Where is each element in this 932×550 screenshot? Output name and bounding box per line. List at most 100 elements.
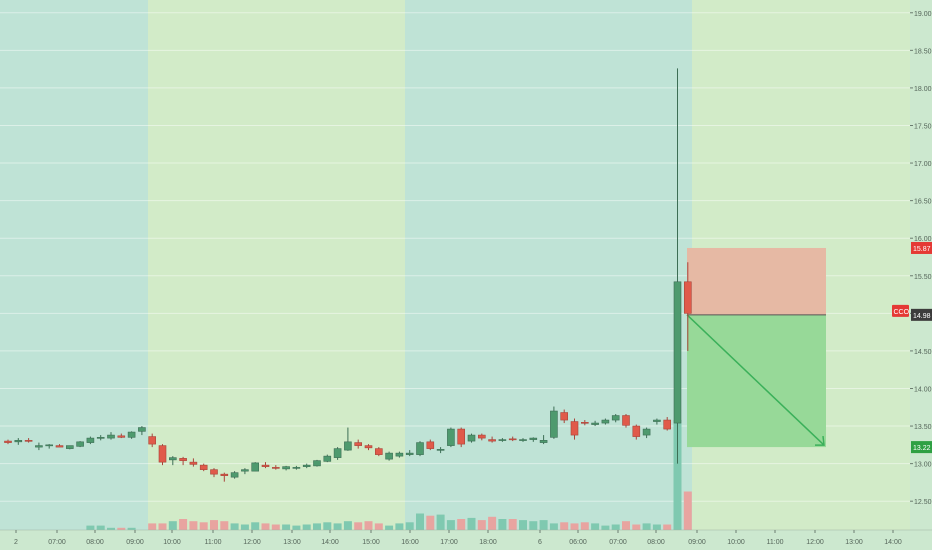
- candle: [323, 454, 332, 463]
- x-tick-label: 6: [538, 539, 542, 546]
- volume-bar: [189, 521, 198, 530]
- y-tick-label: 17.00: [914, 161, 932, 168]
- volume-bar: [127, 527, 136, 530]
- volume-bar: [385, 525, 394, 530]
- candle-body: [374, 448, 383, 455]
- candle-body: [313, 460, 321, 467]
- candle-body: [642, 428, 651, 436]
- candle-body: [148, 436, 156, 445]
- volume-bar: [168, 521, 177, 530]
- volume-bar: [488, 516, 497, 530]
- candle-body: [488, 439, 496, 442]
- candle: [519, 438, 527, 442]
- candle-body: [179, 458, 187, 461]
- target-price-label-bg: [911, 441, 932, 454]
- short-position-tool[interactable]: [686, 247, 826, 448]
- candlesticks: [4, 68, 692, 482]
- y-tick-label: 12.50: [914, 499, 932, 506]
- volume-bar: [271, 524, 280, 530]
- candle-body: [45, 444, 54, 447]
- candle: [364, 444, 373, 451]
- candle-body: [189, 461, 198, 465]
- volume-bar: [117, 527, 126, 530]
- volume-bar: [477, 520, 486, 530]
- arrow-head: [815, 436, 825, 446]
- x-tick-label: 13:00: [283, 539, 301, 546]
- price-axis[interactable]: 12.5013.0013.5014.0014.5015.0015.5016.00…: [892, 0, 932, 550]
- candle: [158, 444, 167, 466]
- candle-body: [169, 457, 177, 461]
- candle: [642, 427, 651, 439]
- candle: [117, 433, 126, 439]
- volume-bar: [313, 523, 321, 530]
- volume-bar: [210, 520, 218, 530]
- volume-bar: [374, 523, 383, 530]
- candle-body: [519, 439, 527, 441]
- volume-bar: [220, 521, 229, 530]
- candle: [447, 427, 455, 448]
- symbol-badge-label: CCO: [894, 309, 910, 316]
- candle: [24, 438, 33, 443]
- x-tick-label: 10:00: [727, 539, 745, 546]
- candle: [354, 439, 363, 449]
- candle-body: [632, 425, 641, 437]
- candle: [539, 435, 548, 445]
- x-tick-label: 08:00: [647, 539, 665, 546]
- candle: [230, 471, 239, 479]
- volume-bar: [426, 515, 435, 530]
- symbol-badge[interactable]: [892, 304, 909, 317]
- candle-body: [127, 431, 136, 438]
- candle-body: [364, 445, 373, 449]
- stop-loss-zone[interactable]: [687, 247, 826, 315]
- volume-bar: [282, 524, 291, 530]
- x-tick-label: 07:00: [609, 539, 627, 546]
- candle-body: [539, 440, 548, 443]
- x-tick-label: 10:00: [163, 539, 181, 546]
- x-tick-label: 09:00: [688, 539, 706, 546]
- candle-body: [436, 449, 445, 451]
- volume-bar: [673, 420, 682, 530]
- candle: [550, 406, 558, 439]
- volume-bar: [622, 521, 630, 530]
- candle-body: [663, 419, 672, 430]
- candle: [632, 424, 641, 440]
- candle-body: [395, 452, 404, 457]
- candle: [210, 468, 218, 478]
- target-price-label: 13.22: [913, 445, 931, 452]
- candle-body: [96, 437, 105, 439]
- candle: [591, 420, 599, 427]
- volume-bar: [107, 527, 115, 530]
- candle: [457, 427, 466, 448]
- volume-bar: [652, 524, 661, 530]
- candle-body: [210, 469, 218, 475]
- candle-body: [66, 445, 74, 449]
- stop-price-label: 15.87: [913, 246, 931, 253]
- x-tick-label: 2: [14, 539, 18, 546]
- volume-bar: [292, 525, 301, 530]
- candle: [508, 436, 517, 442]
- candle: [313, 459, 321, 467]
- time-axis-background: [0, 530, 932, 550]
- x-tick-label: 12:00: [806, 539, 824, 546]
- volume-bar: [529, 521, 538, 530]
- candle: [426, 439, 435, 451]
- volume-bar: [549, 523, 558, 530]
- candle-body: [601, 419, 610, 424]
- candle-body: [292, 467, 301, 469]
- x-tick-label: 17:00: [440, 539, 458, 546]
- candle-body: [529, 437, 538, 440]
- volume-bar: [199, 522, 208, 530]
- candle-body: [282, 466, 290, 470]
- volume-bar: [611, 524, 620, 530]
- time-axis[interactable]: 2 07:00 08:00 09:00 10:00 11:00 12:00 13:00 14:0…: [0, 529, 932, 550]
- volume-bar: [395, 523, 404, 530]
- volume-bar: [240, 524, 249, 530]
- candle-body: [158, 445, 167, 463]
- x-tick-label: 11:00: [767, 539, 784, 546]
- candle: [261, 462, 270, 469]
- candle: [385, 451, 393, 461]
- candle: [560, 409, 569, 424]
- volume-bar: [591, 523, 600, 530]
- candle: [570, 418, 579, 440]
